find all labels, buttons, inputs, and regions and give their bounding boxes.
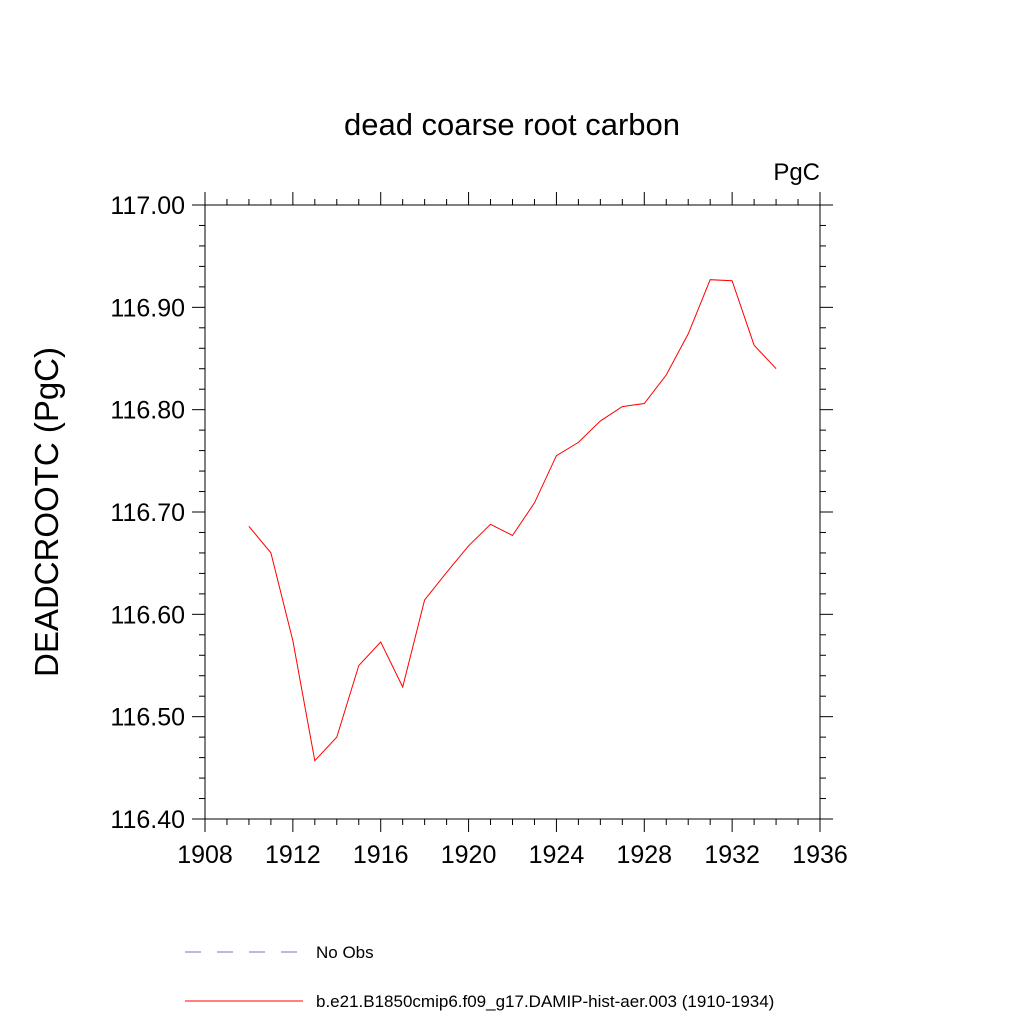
- series-line: [248, 279, 777, 762]
- series-layer: [248, 279, 777, 762]
- y-tick-label: 116.80: [110, 397, 185, 425]
- plot-frame: [204, 204, 821, 820]
- legend: No Obs b.e21.B1850cmip6.f09_g17.DAMIP-his…: [185, 943, 774, 1011]
- y-tick-label: 116.90: [110, 294, 185, 322]
- y-tick-label: 117.00: [110, 192, 185, 220]
- chart-title: dead coarse root carbon: [344, 107, 680, 142]
- x-tick-label: 1932: [704, 841, 760, 869]
- x-tick-label: 1916: [353, 841, 409, 869]
- y-tick-label: 116.50: [110, 704, 185, 732]
- x-tick-label: 1924: [529, 841, 585, 869]
- legend-label: No Obs: [316, 943, 374, 962]
- legend-label: b.e21.B1850cmip6.f09_g17.DAMIP-hist-aer.…: [316, 992, 774, 1011]
- x-tick-label: 1936: [792, 841, 848, 869]
- y-axis: 116.40 116.50 116.60 116.70 116.80 116.90 117.…: [110, 192, 833, 834]
- x-tick-label: 1908: [177, 841, 233, 869]
- x-tick-label: 1920: [441, 841, 497, 869]
- y-tick-label: 116.70: [110, 499, 185, 527]
- x-tick-label: 1928: [616, 841, 672, 869]
- x-tick-label: 1912: [265, 841, 321, 869]
- x-axis: 1908 1912 1916 1920 1924 1928 1932 1936: [177, 192, 848, 869]
- y-tick-label: 116.40: [110, 806, 185, 834]
- units-label: PgC: [773, 159, 820, 186]
- y-tick-label: 116.60: [110, 601, 185, 629]
- y-axis-label: DEADCROOTC (PgC): [28, 347, 65, 677]
